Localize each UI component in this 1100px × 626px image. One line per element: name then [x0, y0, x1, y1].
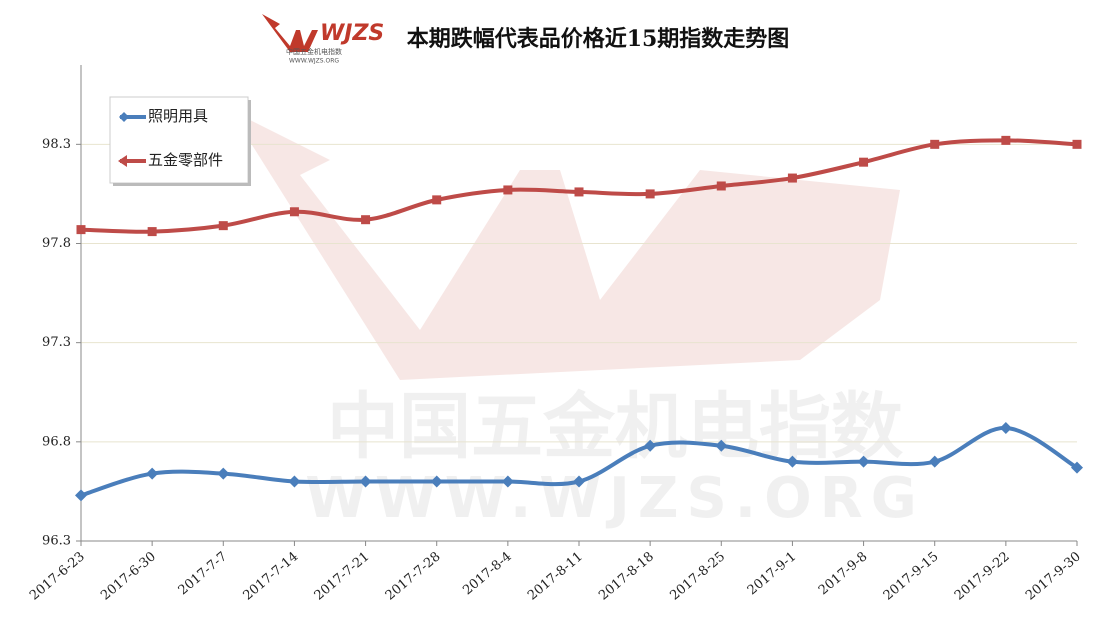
marker — [930, 139, 940, 149]
logo-subtext: WWW.WJZS.ORG — [289, 58, 339, 65]
marker — [75, 489, 87, 502]
marker — [361, 215, 371, 225]
legend-label: 五金零部件 — [148, 151, 223, 169]
logo-mark — [262, 14, 318, 52]
watermark-text: 中国五金机电指数 — [327, 385, 903, 469]
marker — [503, 185, 513, 195]
watermark: 中国五金机电指数 WWW.WJZS.ORG — [230, 110, 925, 531]
marker — [573, 475, 585, 488]
y-tick-label: 96.8 — [42, 434, 71, 449]
marker — [432, 195, 442, 205]
legend-marker — [118, 155, 127, 167]
marker — [999, 421, 1012, 434]
marker — [147, 227, 157, 237]
logo-subtext: 中国五金机电指数 — [286, 47, 342, 56]
marker — [218, 221, 228, 231]
marker — [288, 475, 301, 488]
legend-shadow — [248, 100, 251, 186]
watermark-text: WWW.WJZS.ORG — [305, 466, 925, 531]
marker — [857, 455, 870, 468]
y-tick-label: 96.3 — [42, 534, 71, 549]
marker — [1001, 135, 1011, 145]
legend-label: 照明用具 — [148, 107, 208, 125]
chart-title: 本期跌幅代表品价格近15期指数走势图 — [407, 26, 790, 52]
marker — [359, 475, 372, 488]
marker — [76, 225, 86, 235]
y-tick-label: 98.3 — [42, 137, 71, 152]
marker — [786, 455, 799, 468]
y-tick-label: 97.8 — [42, 236, 71, 251]
marker — [1071, 461, 1083, 474]
marker — [501, 475, 514, 488]
marker — [645, 189, 655, 199]
legend-box — [109, 96, 249, 184]
marker — [715, 439, 728, 452]
legend-symbol — [119, 112, 129, 122]
marker — [787, 173, 797, 183]
marker — [928, 455, 941, 468]
marker — [859, 157, 869, 167]
marker — [430, 475, 443, 488]
marker — [1072, 139, 1082, 149]
marker — [644, 439, 657, 452]
legend-symbol — [118, 155, 127, 167]
legend-shadow — [113, 183, 251, 186]
y-tick-label: 97.3 — [42, 335, 71, 350]
marker — [146, 467, 159, 480]
logo-text: WJZS — [320, 21, 384, 46]
marker — [217, 467, 230, 480]
marker — [574, 187, 584, 197]
logo: WJZS 中国五金机电指数 WWW.WJZS.ORG — [262, 14, 384, 65]
marker — [289, 207, 299, 217]
watermark-shape — [230, 110, 900, 380]
marker — [716, 181, 726, 191]
legend-marker — [119, 112, 129, 122]
